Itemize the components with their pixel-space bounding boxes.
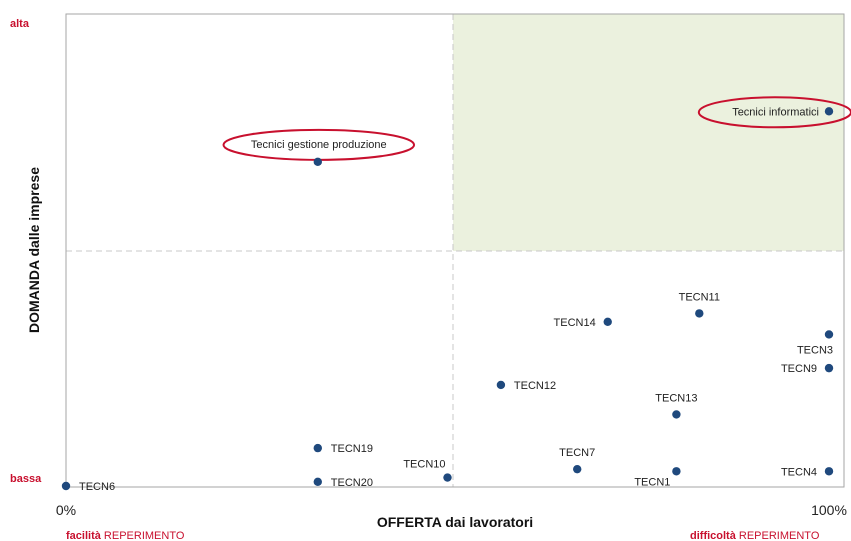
plot-frame <box>65 13 845 488</box>
point-label: TECN6 <box>79 481 115 493</box>
point-label: Tecnici informatici <box>732 106 819 118</box>
data-point <box>496 380 506 390</box>
y-axis-title: DOMANDA dalle imprese <box>26 167 42 333</box>
x-tick-min: 0% <box>56 502 76 518</box>
data-point <box>603 317 612 327</box>
point-group-tecn1: TECN1 <box>634 467 681 488</box>
y-tick-low: bassa <box>10 473 42 485</box>
y-tick-high: alta <box>10 18 30 30</box>
data-point <box>573 464 582 474</box>
x-note-left-bold: facilità <box>66 530 102 541</box>
point-group-tecn19: TECN19 <box>313 443 373 455</box>
point-group-tecn20: TECN20 <box>313 477 373 489</box>
point-label: TECN14 <box>554 317 596 329</box>
x-note-right-rest: REPERIMENTO <box>736 530 820 541</box>
point-label: TECN3 <box>797 344 833 356</box>
data-point <box>824 363 834 373</box>
point-group-tecn10: TECN10 <box>403 459 452 482</box>
point-label: TECN19 <box>331 443 373 455</box>
x-note-left: facilità REPERIMENTO <box>66 530 185 541</box>
point-label: TECN13 <box>655 392 697 404</box>
point-label: Tecnici gestione produzione <box>251 139 387 151</box>
x-axis-title: OFFERTA dai lavoratori <box>377 514 533 530</box>
point-group-tecn3: TECN3 <box>797 330 834 356</box>
data-point <box>313 157 322 167</box>
point-group-tecn12: TECN12 <box>496 380 556 392</box>
point-label: TECN4 <box>781 466 817 478</box>
point-group-tecn14: TECN14 <box>554 317 612 329</box>
data-point <box>443 473 452 482</box>
x-tick-max: 100% <box>811 502 847 518</box>
point-group-tecn13: TECN13 <box>655 392 697 419</box>
point-label: TECN12 <box>514 380 556 392</box>
point-group-tecn11: TECN11 <box>679 291 720 318</box>
point-group-tecnici-gestione-produzione: Tecnici gestione produzione <box>222 128 416 167</box>
data-point <box>695 309 704 318</box>
data-point <box>313 477 322 486</box>
x-note-right-bold: difficoltà <box>690 530 737 541</box>
point-label: TECN1 <box>634 476 670 488</box>
highlight-quadrant <box>453 14 844 251</box>
point-group-tecn6: TECN6 <box>61 481 115 493</box>
data-point <box>61 481 71 491</box>
point-label: TECN9 <box>781 363 817 375</box>
x-note-right: difficoltà REPERIMENTO <box>690 530 820 541</box>
data-point <box>824 467 834 476</box>
point-group-tecn9: TECN9 <box>781 363 834 375</box>
x-note-left-rest: REPERIMENTO <box>101 530 185 541</box>
data-point <box>824 330 834 339</box>
point-group-tecn4: TECN4 <box>781 466 834 478</box>
highlight-ellipse <box>697 96 851 129</box>
data-point <box>672 467 681 476</box>
point-group-tecn7: TECN7 <box>559 447 595 474</box>
point-label: TECN10 <box>403 459 445 471</box>
point-label: TECN20 <box>331 477 373 489</box>
point-group-tecnici-informatici: Tecnici informatici <box>697 96 851 129</box>
point-label: TECN11 <box>679 291 720 303</box>
data-point <box>672 410 681 419</box>
points-layer: Tecnici informatici Tecnici gestione prod… <box>61 96 851 493</box>
data-point <box>824 107 834 116</box>
point-label: TECN7 <box>559 447 595 459</box>
data-point <box>313 443 322 453</box>
